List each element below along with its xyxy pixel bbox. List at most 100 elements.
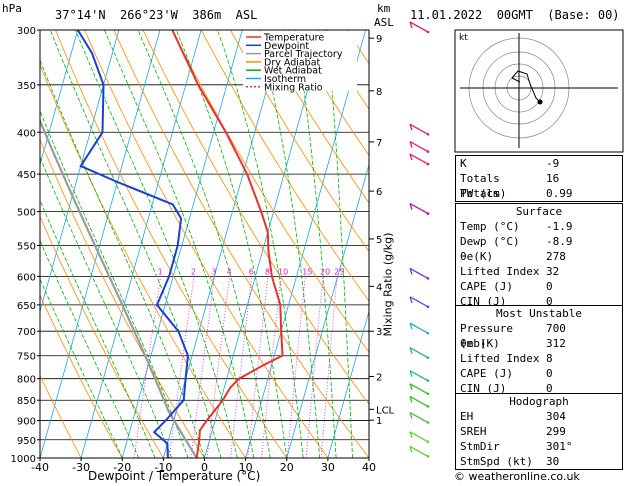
pressure-tick-label: 450 — [17, 170, 36, 181]
mixing-ratio-line — [206, 276, 231, 458]
surface-title: Surface — [515, 205, 563, 218]
mixing-ratio-label: 3 — [212, 267, 217, 276]
isotherm-line — [40, 30, 79, 167]
dry-adiabat-line — [113, 30, 369, 458]
wind-barb — [409, 370, 430, 382]
temperature-tick-label: 0 — [201, 461, 208, 474]
temperature-tick-label: -10 — [154, 461, 172, 474]
mixing-ratio-line — [133, 276, 161, 458]
hodograph-title: Hodograph — [509, 395, 569, 408]
index-value: -9 — [546, 157, 560, 170]
wet-adiabat-line — [137, 30, 271, 458]
pressure-tick-label: 500 — [17, 208, 36, 219]
hodo-index-value: 301° — [546, 440, 573, 453]
temperature-tick-label: 40 — [362, 461, 376, 474]
mixing-ratio-label: 20 — [320, 267, 330, 276]
surface-index-value: 32 — [546, 265, 560, 278]
dry-adiabat-line — [288, 30, 369, 157]
mixing-ratio-line — [247, 276, 269, 458]
hodo-index-value: 30 — [546, 455, 560, 468]
mu-index-value: 312 — [546, 337, 566, 350]
wind-barb — [409, 203, 430, 215]
height-km-label: 9 — [376, 34, 382, 45]
surface-index-row: Dewp (°C) -8.9 — [456, 234, 622, 249]
wet-adiabat-line — [104, 30, 255, 458]
height-km-label: 6 — [376, 187, 382, 198]
pressure-tick-label: 550 — [17, 241, 36, 252]
legend-label: Mixing Ratio — [264, 82, 323, 93]
hodo-index-row: EH 304 — [456, 409, 622, 424]
hodo-index-row: StmSpd (kt) 30 — [456, 454, 622, 469]
mu-index-label: Pressure (mb) — [460, 322, 513, 350]
surface-index-label: Lifted Index — [460, 265, 540, 278]
legend-label: Temperature — [263, 33, 324, 44]
index-row: PW (cm) 0.99 — [456, 186, 622, 201]
surface-index-value: 0 — [546, 295, 553, 308]
hodo-index-label: StmSpd (kt) — [460, 455, 533, 468]
isotherm-line — [162, 30, 284, 458]
surface-index-value: 0 — [546, 280, 553, 293]
pressure-tick-label: 950 — [17, 436, 36, 447]
wet-adiabat-line — [40, 58, 205, 458]
mixing-ratio-line — [168, 276, 195, 458]
dry-adiabat-line — [40, 138, 205, 458]
wet-adiabat-line — [294, 30, 337, 458]
x-axis-title: Dewpoint / Temperature (°C) — [88, 469, 261, 483]
indices-surface-box: Surface Temp (°C) -1.9 Dewp (°C) -8.9 θe(K) 2… — [455, 203, 623, 310]
pressure-unit-label: hPa — [2, 2, 22, 15]
hodograph-trace — [511, 70, 541, 103]
pressure-tick-label: 350 — [17, 81, 36, 92]
mu-index-value: 0 — [546, 367, 553, 380]
mixing-ratio-label: 4 — [227, 267, 232, 276]
mixing-ratio-line — [320, 276, 338, 458]
legend-label: Isotherm — [264, 74, 306, 85]
dry-adiabat-line — [259, 30, 369, 204]
indices-most-unstable-box: Most Unstable Pressure (mb) 700 θe (K) 312 L… — [455, 305, 623, 397]
hodo-index-label: EH — [460, 410, 474, 423]
wind-barb — [409, 267, 430, 280]
height-km-label: 3 — [376, 327, 382, 338]
isotherm-line — [204, 30, 325, 458]
height-km-label: 4 — [376, 282, 382, 293]
mu-index-value: 700 — [546, 322, 566, 335]
mu-index-row: Lifted Index 8 — [456, 351, 622, 366]
mu-index-row: CAPE (J) 0 — [456, 366, 622, 381]
mixing-ratio-label: 8 — [265, 267, 270, 276]
pressure-tick-label: 650 — [17, 301, 36, 312]
height-km-label: 5 — [376, 235, 382, 246]
storm-motion-marker — [537, 99, 543, 105]
mixing-ratio-axis-title: Mixing Ratio (g/kg) — [381, 232, 395, 337]
mu-index-label: Lifted Index — [460, 352, 540, 365]
surface-index-row: Temp (°C) -1.9 — [456, 219, 622, 234]
height-unit-label: km — [377, 2, 391, 15]
hodo-index-row: SREH 299 — [456, 424, 622, 439]
mixing-ratio-line — [190, 276, 215, 458]
height-km-label: 7 — [376, 138, 382, 149]
mu-index-label: θe (K) — [460, 337, 500, 350]
wind-barb — [409, 296, 430, 309]
dry-adiabat-line — [230, 30, 369, 253]
dry-adiabat-line — [40, 215, 164, 458]
temperature-line — [171, 30, 284, 458]
pressure-tick-label: 850 — [17, 396, 36, 407]
isotherm-line — [80, 30, 202, 458]
legend-label: Wet Adiabat — [264, 66, 322, 77]
dry-adiabat-line — [40, 63, 246, 458]
mixing-ratio-line — [230, 276, 253, 458]
dry-adiabat-line — [200, 30, 369, 302]
pressure-tick-label: 300 — [17, 26, 36, 37]
datetime-label: 11.01.2022 00GMT (Base: 00) — [410, 8, 620, 22]
isotherm-line — [245, 30, 367, 458]
mu-index-label: CAPE (J) — [460, 367, 513, 380]
wind-barb — [409, 141, 430, 153]
indices-hodograph-box: Hodograph EH 304 SREH 299 StmDir 301° StmSpd (… — [455, 393, 623, 470]
wet-adiabat-line — [50, 30, 222, 458]
legend-box — [243, 31, 357, 91]
wind-barb — [409, 431, 430, 444]
surface-index-row: θe(K) 278 — [456, 249, 622, 264]
isotherm-line — [286, 163, 369, 458]
temperature-tick-label: 10 — [239, 461, 253, 474]
wet-adiabat-line — [326, 30, 353, 458]
dewpoint-line — [76, 30, 189, 458]
